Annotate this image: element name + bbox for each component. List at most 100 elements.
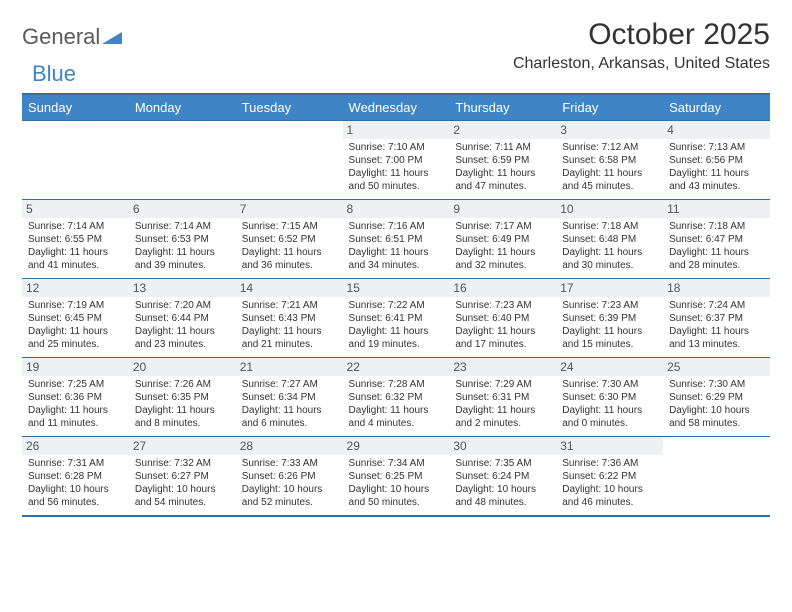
bottom-rule xyxy=(22,515,770,517)
calendar-day-cell xyxy=(22,121,129,200)
day-number: 2 xyxy=(449,121,556,139)
day-data: Sunrise: 7:18 AMSunset: 6:47 PMDaylight:… xyxy=(669,220,764,272)
header: General Blue October 2025 Charleston, Ar… xyxy=(22,18,770,87)
day-number: 1 xyxy=(343,121,450,139)
day-number: 8 xyxy=(343,200,450,218)
day-data: Sunrise: 7:15 AMSunset: 6:52 PMDaylight:… xyxy=(242,220,337,272)
calendar-day-cell: 15 Sunrise: 7:22 AMSunset: 6:41 PMDayligh… xyxy=(343,279,450,358)
day-number: 7 xyxy=(236,200,343,218)
day-data: Sunrise: 7:14 AMSunset: 6:55 PMDaylight:… xyxy=(28,220,123,272)
day-data: Sunrise: 7:22 AMSunset: 6:41 PMDaylight:… xyxy=(349,299,444,351)
day-number: 18 xyxy=(663,279,770,297)
calendar-day-cell: 25 Sunrise: 7:30 AMSunset: 6:29 PMDayligh… xyxy=(663,358,770,437)
day-data: Sunrise: 7:12 AMSunset: 6:58 PMDaylight:… xyxy=(562,141,657,193)
day-number: 10 xyxy=(556,200,663,218)
weekday-header: Wednesday xyxy=(343,94,450,121)
day-data: Sunrise: 7:14 AMSunset: 6:53 PMDaylight:… xyxy=(135,220,230,272)
weekday-header: Monday xyxy=(129,94,236,121)
month-title: October 2025 xyxy=(513,18,770,51)
day-data: Sunrise: 7:27 AMSunset: 6:34 PMDaylight:… xyxy=(242,378,337,430)
calendar-week-row: 1 Sunrise: 7:10 AMSunset: 7:00 PMDaylight… xyxy=(22,121,770,200)
calendar-day-cell: 8 Sunrise: 7:16 AMSunset: 6:51 PMDaylight… xyxy=(343,200,450,279)
day-data: Sunrise: 7:30 AMSunset: 6:30 PMDaylight:… xyxy=(562,378,657,430)
day-number: 13 xyxy=(129,279,236,297)
day-number: 16 xyxy=(449,279,556,297)
calendar-day-cell: 9Sunrise: 7:17 AMSunset: 6:49 PMDaylight… xyxy=(449,200,556,279)
calendar-table: Sunday Monday Tuesday Wednesday Thursday… xyxy=(22,93,770,515)
weekday-header: Thursday xyxy=(449,94,556,121)
day-data: Sunrise: 7:30 AMSunset: 6:29 PMDaylight:… xyxy=(669,378,764,430)
day-data: Sunrise: 7:31 AMSunset: 6:28 PMDaylight:… xyxy=(28,457,123,509)
calendar-day-cell: 4Sunrise: 7:13 AMSunset: 6:56 PMDaylight… xyxy=(663,121,770,200)
calendar-day-cell: 2 Sunrise: 7:11 AMSunset: 6:59 PMDaylight… xyxy=(449,121,556,200)
calendar-week-row: 19Sunrise: 7:25 AMSunset: 6:36 PMDayligh… xyxy=(22,358,770,437)
day-data: Sunrise: 7:10 AMSunset: 7:00 PMDaylight:… xyxy=(349,141,444,193)
day-data: Sunrise: 7:23 AMSunset: 6:39 PMDaylight:… xyxy=(562,299,657,351)
calendar-day-cell: 18 Sunrise: 7:24 AMSunset: 6:37 PMDayligh… xyxy=(663,279,770,358)
day-number: 14 xyxy=(236,279,343,297)
day-data: Sunrise: 7:35 AMSunset: 6:24 PMDaylight:… xyxy=(455,457,550,509)
calendar-day-cell: 20Sunrise: 7:26 AMSunset: 6:35 PMDayligh… xyxy=(129,358,236,437)
weekday-header-row: Sunday Monday Tuesday Wednesday Thursday… xyxy=(22,94,770,121)
weekday-header: Tuesday xyxy=(236,94,343,121)
day-number: 15 xyxy=(343,279,450,297)
day-data: Sunrise: 7:18 AMSunset: 6:48 PMDaylight:… xyxy=(562,220,657,272)
day-number: 21 xyxy=(236,358,343,376)
day-number: 29 xyxy=(343,437,450,455)
day-data: Sunrise: 7:20 AMSunset: 6:44 PMDaylight:… xyxy=(135,299,230,351)
calendar-day-cell: 12Sunrise: 7:19 AMSunset: 6:45 PMDayligh… xyxy=(22,279,129,358)
day-data: Sunrise: 7:34 AMSunset: 6:25 PMDaylight:… xyxy=(349,457,444,509)
day-data: Sunrise: 7:26 AMSunset: 6:35 PMDaylight:… xyxy=(135,378,230,430)
day-number: 26 xyxy=(22,437,129,455)
calendar-day-cell: 31 Sunrise: 7:36 AMSunset: 6:22 PMDayligh… xyxy=(556,437,663,516)
day-data: Sunrise: 7:13 AMSunset: 6:56 PMDaylight:… xyxy=(669,141,764,193)
day-data: Sunrise: 7:25 AMSunset: 6:36 PMDaylight:… xyxy=(28,378,123,430)
calendar-week-row: 26 Sunrise: 7:31 AMSunset: 6:28 PMDayligh… xyxy=(22,437,770,516)
day-data: Sunrise: 7:16 AMSunset: 6:51 PMDaylight:… xyxy=(349,220,444,272)
calendar-day-cell: 28Sunrise: 7:33 AMSunset: 6:26 PMDayligh… xyxy=(236,437,343,516)
calendar-day-cell: 10 Sunrise: 7:18 AMSunset: 6:48 PMDayligh… xyxy=(556,200,663,279)
calendar-day-cell: 5 Sunrise: 7:14 AMSunset: 6:55 PMDaylight… xyxy=(22,200,129,279)
day-data: Sunrise: 7:28 AMSunset: 6:32 PMDaylight:… xyxy=(349,378,444,430)
brand-text-1: General xyxy=(22,24,100,49)
day-number: 11 xyxy=(663,200,770,218)
day-data: Sunrise: 7:24 AMSunset: 6:37 PMDaylight:… xyxy=(669,299,764,351)
day-data: Sunrise: 7:17 AMSunset: 6:49 PMDaylight:… xyxy=(455,220,550,272)
day-number: 6 xyxy=(129,200,236,218)
day-number: 23 xyxy=(449,358,556,376)
calendar-day-cell xyxy=(663,437,770,516)
day-data: Sunrise: 7:29 AMSunset: 6:31 PMDaylight:… xyxy=(455,378,550,430)
day-data: Sunrise: 7:32 AMSunset: 6:27 PMDaylight:… xyxy=(135,457,230,509)
day-number: 3 xyxy=(556,121,663,139)
day-number: 17 xyxy=(556,279,663,297)
calendar-day-cell: 16 Sunrise: 7:23 AMSunset: 6:40 PMDayligh… xyxy=(449,279,556,358)
calendar-day-cell: 21 Sunrise: 7:27 AMSunset: 6:34 PMDayligh… xyxy=(236,358,343,437)
day-number: 5 xyxy=(22,200,129,218)
calendar-day-cell: 30Sunrise: 7:35 AMSunset: 6:24 PMDayligh… xyxy=(449,437,556,516)
calendar-day-cell: 3 Sunrise: 7:12 AMSunset: 6:58 PMDaylight… xyxy=(556,121,663,200)
day-data: Sunrise: 7:21 AMSunset: 6:43 PMDaylight:… xyxy=(242,299,337,351)
day-data: Sunrise: 7:11 AMSunset: 6:59 PMDaylight:… xyxy=(455,141,550,193)
day-number: 22 xyxy=(343,358,450,376)
calendar-day-cell: 13 Sunrise: 7:20 AMSunset: 6:44 PMDayligh… xyxy=(129,279,236,358)
calendar-day-cell: 27 Sunrise: 7:32 AMSunset: 6:27 PMDayligh… xyxy=(129,437,236,516)
day-number: 27 xyxy=(129,437,236,455)
brand-triangle-icon xyxy=(102,30,122,49)
calendar-day-cell: 23 Sunrise: 7:29 AMSunset: 6:31 PMDayligh… xyxy=(449,358,556,437)
day-data: Sunrise: 7:33 AMSunset: 6:26 PMDaylight:… xyxy=(242,457,337,509)
weekday-header: Saturday xyxy=(663,94,770,121)
title-block: October 2025 Charleston, Arkansas, Unite… xyxy=(513,18,770,73)
day-data: Sunrise: 7:36 AMSunset: 6:22 PMDaylight:… xyxy=(562,457,657,509)
calendar-day-cell: 17 Sunrise: 7:23 AMSunset: 6:39 PMDayligh… xyxy=(556,279,663,358)
calendar-day-cell xyxy=(236,121,343,200)
day-number: 31 xyxy=(556,437,663,455)
calendar-day-cell: 22 Sunrise: 7:28 AMSunset: 6:32 PMDayligh… xyxy=(343,358,450,437)
day-number: 25 xyxy=(663,358,770,376)
calendar-day-cell: 11 Sunrise: 7:18 AMSunset: 6:47 PMDayligh… xyxy=(663,200,770,279)
calendar-week-row: 12Sunrise: 7:19 AMSunset: 6:45 PMDayligh… xyxy=(22,279,770,358)
calendar-day-cell: 7 Sunrise: 7:15 AMSunset: 6:52 PMDaylight… xyxy=(236,200,343,279)
day-data: Sunrise: 7:23 AMSunset: 6:40 PMDaylight:… xyxy=(455,299,550,351)
calendar-day-cell: 29 Sunrise: 7:34 AMSunset: 6:25 PMDayligh… xyxy=(343,437,450,516)
day-number: 12 xyxy=(22,279,129,297)
weekday-header: Sunday xyxy=(22,94,129,121)
